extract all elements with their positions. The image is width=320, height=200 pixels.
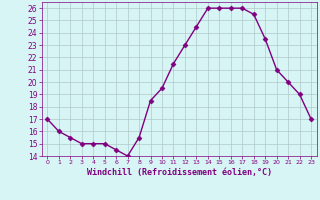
X-axis label: Windchill (Refroidissement éolien,°C): Windchill (Refroidissement éolien,°C)	[87, 168, 272, 177]
